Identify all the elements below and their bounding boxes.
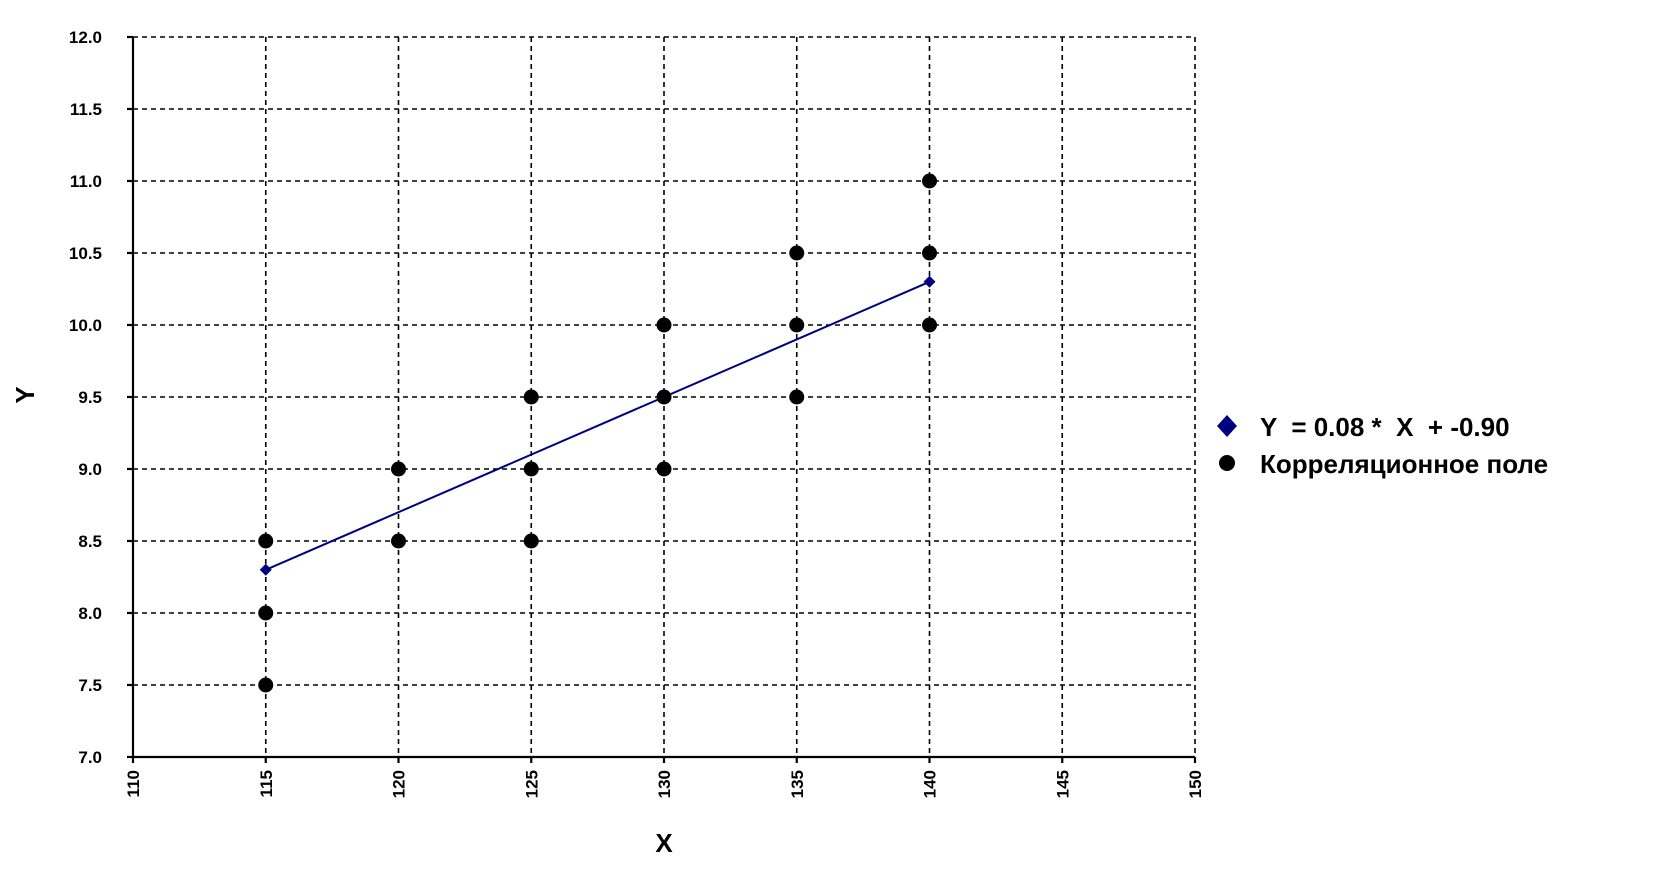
scatter-point	[523, 389, 539, 405]
series	[258, 173, 937, 693]
legend-marker-scatter	[1219, 455, 1235, 471]
scatter-point	[258, 533, 274, 549]
x-tick-label: 110	[124, 770, 143, 797]
scatter-point	[922, 317, 937, 333]
scatter-point	[922, 245, 937, 261]
y-tick-label: 11.5	[70, 100, 102, 119]
scatter-point	[258, 605, 274, 621]
y-tick-label: 8.0	[78, 604, 102, 623]
y-tick-label: 11.0	[70, 172, 102, 191]
scatter-point	[258, 677, 274, 693]
y-tick-label: 9.5	[78, 388, 102, 407]
y-tick-label: 10.5	[69, 244, 102, 263]
x-tick-label: 115	[257, 770, 276, 797]
y-tick-label: 9.0	[78, 460, 102, 479]
scatter-point	[789, 245, 805, 261]
scatter-point	[523, 533, 539, 549]
scatter-point	[391, 461, 406, 477]
legend-marker-regression	[1217, 415, 1237, 437]
x-axis-label: X	[655, 828, 673, 858]
scatter-point	[789, 389, 805, 405]
x-tick-label: 150	[1186, 770, 1205, 798]
regression-point	[259, 563, 272, 576]
y-tick-label: 10.0	[69, 316, 102, 335]
x-tick-label: 125	[522, 770, 541, 798]
legend-label-regression: Y = 0.08 * X + -0.90	[1260, 412, 1510, 442]
x-tick-label: 130	[655, 770, 674, 798]
y-tick-labels: 7.0 7.5 8.0 8.5 9.0 9.5 10.0 10.5 11.0 11.5 12.0	[69, 28, 102, 767]
y-tick-label: 7.0	[78, 748, 102, 767]
x-tick-labels: 110 115 120 125 130 135 140 145 150	[124, 770, 1205, 798]
scatter-point	[789, 317, 805, 333]
y-axis-label: Y	[10, 386, 40, 403]
x-tick-label: 145	[1053, 770, 1072, 798]
scatter-point	[656, 461, 672, 477]
regression-line	[265, 280, 930, 571]
scatter-point	[391, 533, 406, 549]
y-tick-label: 8.5	[78, 532, 102, 551]
y-tick-label: 12.0	[69, 28, 102, 47]
x-tick-label: 120	[390, 770, 409, 798]
y-tick-label: 7.5	[78, 676, 102, 695]
scatter-point	[922, 173, 937, 189]
legend: Y = 0.08 * X + -0.90 Корреляционное поле	[1217, 412, 1548, 479]
regression-point	[923, 275, 936, 288]
legend-label-scatter: Корреляционное поле	[1260, 449, 1548, 479]
axes	[127, 35, 1197, 763]
x-tick-label: 140	[921, 770, 940, 798]
scatter-point	[656, 389, 672, 405]
scatter-point	[523, 461, 539, 477]
scatter-point	[656, 317, 672, 333]
x-tick-label: 135	[788, 770, 807, 798]
